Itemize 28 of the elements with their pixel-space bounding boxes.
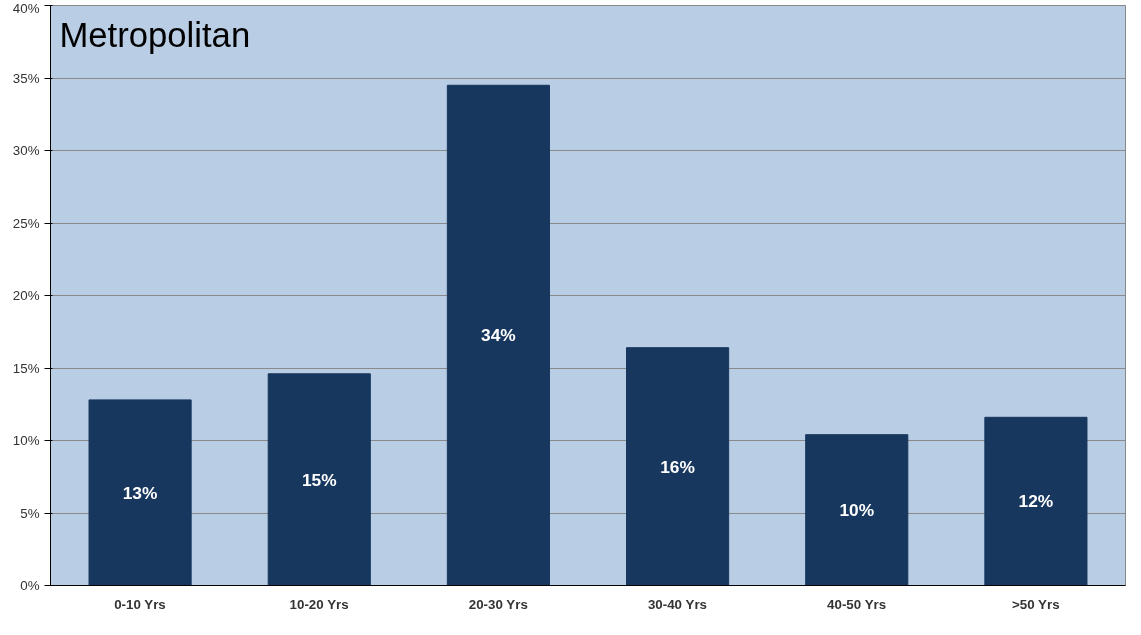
y-tick-label: 5% [20,505,40,521]
bar [446,84,550,586]
x-tick-label: 0-10 Yrs [114,596,166,612]
x-tick-label: >50 Yrs [1012,596,1060,612]
data-label: 16% [660,456,695,477]
x-tick-label: 30-40 Yrs [647,596,707,612]
bar [626,347,730,586]
bar [805,434,909,586]
x-tick-label: 10-20 Yrs [289,596,349,612]
data-label: 13% [122,482,158,503]
x-tick-label: 40-50 Yrs [827,596,887,612]
y-tick-label: 30% [12,143,40,158]
bar [984,416,1088,586]
data-label: 34% [481,325,516,346]
y-tick-label: 15% [12,360,40,376]
y-tick-label: 35% [12,70,40,86]
y-tick-label: 10% [12,433,40,448]
bar [88,399,192,586]
data-label: 10% [839,500,875,521]
y-tick-label: 40% [12,0,40,16]
data-label: 15% [301,469,337,490]
y-tick-label: 20% [12,288,40,303]
x-tick-label: 20-30 Yrs [468,596,528,612]
chart-title: Metropolitan [59,15,251,54]
y-tick-label: 0% [20,578,40,593]
y-tick-label: 25% [12,215,40,231]
data-label: 12% [1018,491,1054,512]
bar [267,373,371,586]
